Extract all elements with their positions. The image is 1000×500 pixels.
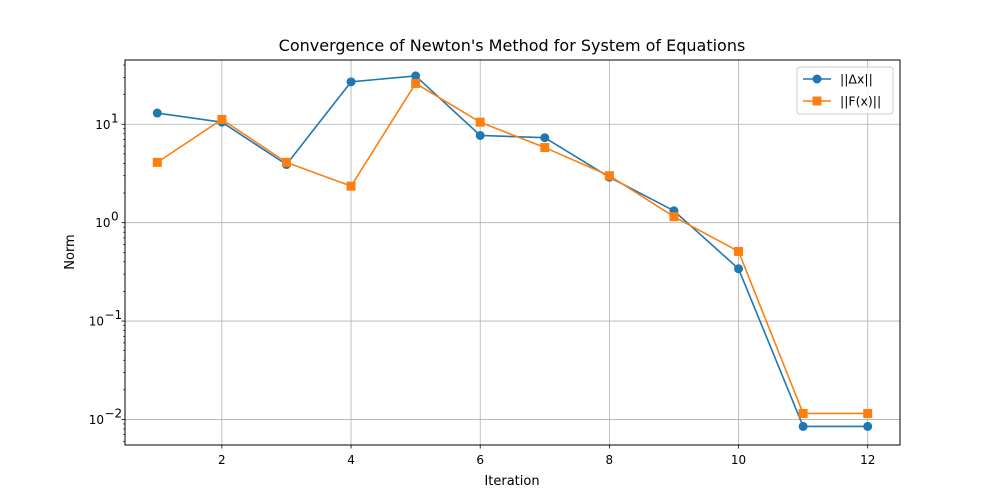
y-tick-label-exponent: −1 (105, 308, 123, 322)
y-tick-label-exponent: 0 (111, 210, 119, 224)
legend: ||Δx|| ||F(x)|| (796, 66, 894, 115)
x-tick-label: 10 (731, 453, 746, 467)
data-point-dx (540, 133, 550, 143)
data-point-fx (217, 114, 227, 124)
data-point-dx (734, 264, 744, 274)
data-point-fx (540, 143, 550, 153)
data-point-fx (863, 408, 873, 418)
y-tick-label: 10 0 (95, 210, 118, 231)
data-point-dx (152, 108, 162, 118)
x-tick-label: 6 (476, 453, 484, 467)
data-point-fx (346, 181, 356, 191)
y-tick-label-base: 10 (95, 118, 110, 132)
y-tick-label-base: 10 (95, 216, 110, 230)
legend-marker-dx (812, 74, 822, 84)
data-point-fx (411, 78, 421, 88)
data-point-dx (346, 77, 356, 87)
legend-label-fx: ||F(x)|| (840, 94, 881, 109)
series-lines (152, 71, 873, 431)
y-tick-label-base: 10 (89, 315, 104, 329)
y-tick-label: 10 −2 (89, 406, 122, 427)
y-tick-label: 10 −1 (89, 308, 122, 329)
legend-label-dx: ||Δx|| (840, 72, 873, 87)
legend-marker-fx (812, 96, 822, 106)
y-tick-label-exponent: −2 (105, 406, 123, 420)
data-point-dx (411, 71, 421, 81)
data-point-fx (734, 246, 744, 256)
data-point-dx (475, 130, 485, 140)
y-tick-label-exponent: 1 (111, 111, 119, 125)
data-point-fx (669, 212, 679, 222)
x-tick-label: 12 (860, 453, 875, 467)
x-tick-label: 4 (347, 453, 355, 467)
series-line-0 (157, 75, 868, 428)
data-point-dx (798, 421, 808, 431)
series-line-1 (156, 82, 868, 415)
x-tick-label: 2 (218, 453, 226, 467)
x-tick-label: 8 (606, 453, 614, 467)
data-point-fx (475, 117, 485, 127)
y-axis-label: Norm (63, 234, 78, 269)
data-point-fx (281, 157, 291, 167)
data-point-dx (863, 421, 873, 431)
y-tick-label: 10 1 (95, 111, 118, 132)
data-point-fx (152, 157, 162, 167)
y-tick-label-base: 10 (89, 413, 104, 427)
plot-frame (124, 59, 901, 446)
data-point-fx (798, 408, 808, 418)
chart-title: Convergence of Newton's Method for Syste… (279, 36, 746, 55)
data-point-fx (604, 171, 614, 181)
x-axis-label: Iteration (484, 474, 539, 489)
